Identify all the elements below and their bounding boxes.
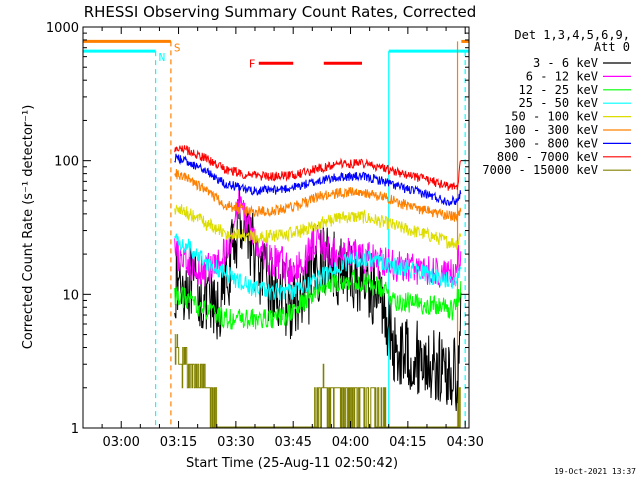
flag-label-f: F [249, 57, 256, 70]
legend-label-6: 300 - 800 keV [504, 136, 598, 150]
x-tick-label-2: 03:30 [217, 435, 254, 450]
x-axis-label: Start Time (25-Aug-11 02:50:42) [186, 456, 398, 471]
chart-title: RHESSI Observing Summary Count Rates, Co… [84, 3, 477, 21]
plot-frame [82, 26, 470, 429]
y-axis-label: Corrected Count Rate (s⁻¹ detector⁻¹) [21, 105, 36, 350]
axes: 03:00 03:15 03:30 03:45 04:00 04:15 04:30 1 10 10… [46, 21, 484, 450]
legend-header-line-1: Det 1,3,4,5,6,9, [514, 28, 630, 42]
series-line-6 [174, 153, 462, 207]
legend-label-1: 6 - 12 keV [526, 69, 598, 83]
series-line-4 [174, 204, 462, 250]
series-line-0 [174, 188, 462, 412]
x-tick-label-4: 04:00 [332, 435, 369, 450]
legend-label-7: 800 - 7000 keV [497, 150, 598, 164]
x-tick-label-6: 04:30 [446, 435, 483, 450]
flag-label-n: N [159, 51, 166, 64]
series-line-7 [174, 145, 462, 191]
y-tick-label-0: 1 [71, 422, 79, 437]
legend-label-3: 25 - 50 keV [519, 96, 598, 110]
legend-label-0: 3 - 6 keV [533, 56, 598, 70]
series-line-2 [174, 269, 462, 330]
legend-header-line-2: Att 0 [594, 40, 630, 54]
series-line-3 [174, 233, 462, 301]
y-tick-label-2: 100 [54, 155, 79, 170]
legend-label-8: 7000 - 15000 keV [482, 163, 598, 177]
series-line-8 [174, 334, 461, 428]
y-tick-label-3: 1000 [46, 21, 79, 36]
x-tick-label-1: 03:15 [160, 435, 197, 450]
x-tick-label-5: 04:15 [389, 435, 426, 450]
footer-timestamp: 19-Oct-2021 13:37 [554, 467, 636, 476]
x-tick-label-3: 03:45 [274, 435, 311, 450]
series-line-5 [174, 168, 462, 223]
x-tick-label-0: 03:00 [102, 435, 139, 450]
y-tick-label-1: 10 [62, 288, 79, 303]
plot-marks: SN F [83, 39, 469, 428]
legend-label-4: 50 - 100 keV [511, 110, 598, 124]
legend-label-5: 100 - 300 keV [504, 123, 598, 137]
legend-label-2: 12 - 25 keV [519, 83, 598, 97]
flag-label-s: S [174, 41, 181, 54]
